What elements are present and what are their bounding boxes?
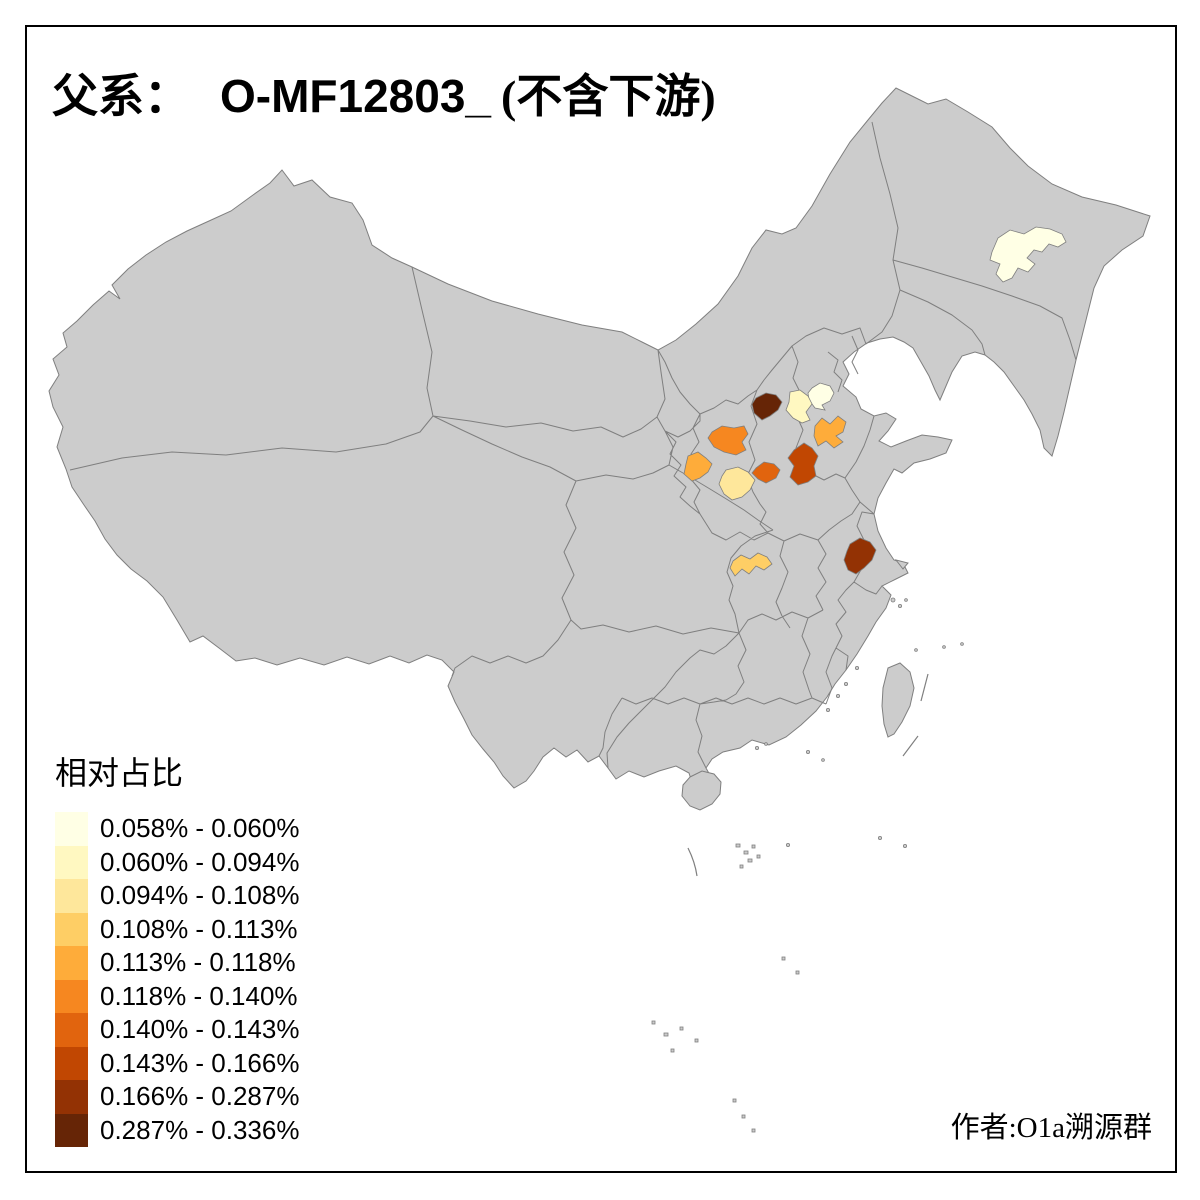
chongqing-east-region [729, 552, 773, 577]
legend-row: 0.118% - 0.140% [55, 979, 299, 1013]
mainland-china-shape [48, 87, 1151, 802]
legend-label: 0.143% - 0.166% [100, 1047, 300, 1078]
title-suffix: (不含下游) [501, 71, 716, 122]
sea-islets [651, 597, 964, 1133]
legend-label: 0.113% - 0.118% [100, 947, 296, 978]
legend-row: 0.166% - 0.287% [55, 1080, 299, 1114]
heilongjiang-region [989, 226, 1067, 283]
legend-swatch [55, 812, 88, 846]
legend-label: 0.060% - 0.094% [100, 846, 300, 877]
legend-row: 0.113% - 0.118% [55, 946, 299, 980]
legend-row: 0.108% - 0.113% [55, 912, 299, 946]
legend-label: 0.166% - 0.287% [100, 1081, 300, 1112]
henan-north-region [787, 442, 819, 486]
legend-swatch [55, 946, 88, 980]
legend-swatch [55, 1013, 88, 1047]
hebei-west-region [785, 389, 813, 424]
shandong-west-region [813, 415, 847, 449]
map-title: 父系： O-MF12803_ (不含下游) [52, 60, 716, 126]
legend-swatch [55, 979, 88, 1013]
shaanxi-north-region [707, 425, 749, 456]
ryukyu-dash [920, 673, 929, 702]
legend-label: 0.108% - 0.113% [100, 913, 298, 944]
taiwan-island [881, 662, 915, 738]
gansu-east-region [683, 451, 713, 482]
henan-west-region [751, 461, 781, 484]
legend-row: 0.287% - 0.336% [55, 1113, 300, 1147]
anhui-east-region [843, 537, 877, 575]
legend-label: 0.094% - 0.108% [100, 880, 300, 911]
province-borders [69, 121, 1077, 769]
legend-row: 0.058% - 0.060% [55, 812, 299, 846]
legend-label: 0.118% - 0.140% [100, 980, 298, 1011]
legend-swatch [55, 1046, 88, 1080]
legend: 相对占比 0.058% - 0.060% 0.060% - 0.094% 0.094… [55, 748, 299, 1147]
plot-frame [25, 25, 1177, 1173]
legend-rows: 0.058% - 0.060% 0.060% - 0.094% 0.094% - 0… [55, 812, 299, 1147]
title-prefix: 父系： [52, 71, 190, 122]
shaanxi-central-region [718, 466, 756, 501]
legend-swatch [55, 1080, 88, 1114]
legend-label: 0.058% - 0.060% [100, 813, 300, 844]
legend-row: 0.140% - 0.143% [55, 1013, 299, 1047]
chongming-island [894, 559, 909, 570]
legend-label: 0.287% - 0.336% [100, 1114, 300, 1145]
attribution: 作者:O1a溯源群 [950, 1112, 1152, 1144]
legend-row: 0.143% - 0.166% [55, 1046, 300, 1080]
hainan-island [681, 770, 722, 811]
legend-title: 相对占比 [55, 755, 184, 791]
title-haplogroup-code: O-MF12803_ [220, 70, 492, 122]
legend-label: 0.140% - 0.143% [100, 1014, 300, 1045]
shanxi-southeast-region [751, 392, 783, 421]
legend-swatch [55, 845, 88, 879]
legend-row: 0.060% - 0.094% [55, 845, 300, 879]
legend-swatch [55, 912, 88, 946]
legend-swatch [55, 1113, 88, 1147]
ryukyu-dash [902, 735, 919, 757]
legend-row: 0.094% - 0.108% [55, 879, 299, 913]
coast-arc [687, 847, 698, 877]
highlighted-regions [683, 226, 1067, 577]
legend-swatch [55, 879, 88, 913]
